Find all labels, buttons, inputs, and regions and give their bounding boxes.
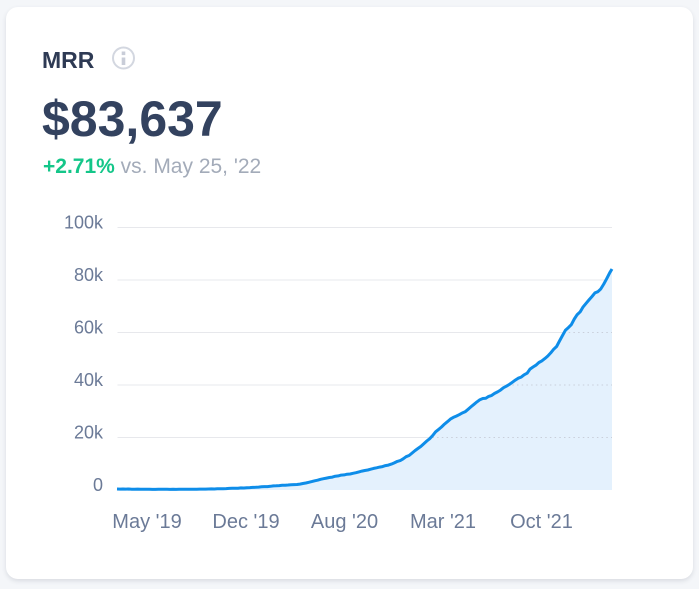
svg-text:Mar '21: Mar '21	[410, 511, 476, 533]
svg-text:Aug '20: Aug '20	[311, 511, 378, 533]
svg-text:20k: 20k	[74, 423, 104, 443]
svg-text:May '19: May '19	[112, 511, 181, 533]
svg-text:0: 0	[93, 475, 103, 495]
svg-text:100k: 100k	[64, 213, 104, 233]
svg-text:Oct '21: Oct '21	[510, 511, 573, 533]
svg-text:60k: 60k	[74, 318, 104, 338]
svg-text:80k: 80k	[74, 265, 104, 285]
svg-text:40k: 40k	[74, 370, 104, 390]
svg-text:Dec '19: Dec '19	[212, 511, 279, 533]
